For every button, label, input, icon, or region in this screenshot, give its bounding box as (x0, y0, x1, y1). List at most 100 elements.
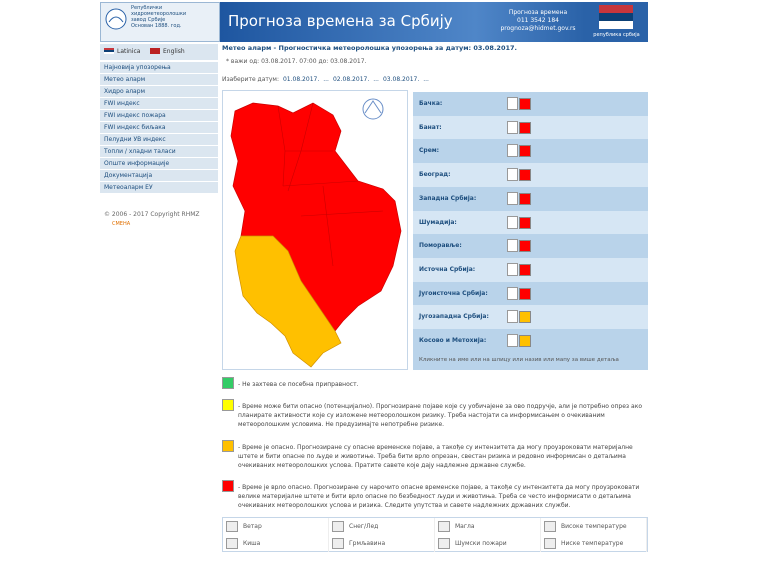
date-separator: ... (373, 76, 379, 83)
weather-icon (226, 521, 238, 532)
region-row[interactable]: Поморавље: (413, 234, 648, 259)
date-selector: Изаберите датум: 01.08.2017.... 02.08.2017… (222, 76, 433, 83)
icon-cell: Високе температуре (541, 518, 647, 535)
logo-box: Републички хидрометеоролошки завод Србије О… (100, 2, 220, 42)
thermometer-icon (507, 168, 518, 182)
region-name[interactable]: Југоисточна Србија: (419, 289, 488, 297)
page-title: Метео аларм - Прогностичка метеоролошка … (222, 44, 517, 52)
weather-icon (332, 538, 344, 549)
flag-caption: република србија (593, 32, 640, 38)
region-row[interactable]: Београд: (413, 163, 648, 188)
warning-color (519, 287, 531, 300)
icon-cell: Киша (223, 535, 329, 552)
region-row[interactable]: Југозападна Србија: (413, 305, 648, 330)
thermometer-icon (507, 239, 518, 253)
warning-color (519, 311, 531, 324)
menu-item[interactable]: Пелудни УВ индекс (100, 134, 218, 146)
region-name[interactable]: Западна Србија: (419, 194, 477, 202)
legend-swatch (222, 440, 234, 452)
region-row[interactable]: Шумадија: (413, 210, 648, 235)
language-link[interactable]: English (163, 48, 185, 55)
legend-swatch (222, 480, 234, 492)
warning-color (519, 192, 531, 205)
org-line: завод Србије (131, 17, 166, 23)
legend-text: - Време може бити опасно (потенцијално).… (238, 403, 643, 428)
site-title: Прогноза времена за Србију (228, 12, 453, 30)
menu-item[interactable]: Метеоаларм ЕУ (100, 182, 218, 194)
weather-icon (226, 538, 238, 549)
icon-label: Грмљавина (349, 540, 386, 547)
thermometer-icon (507, 286, 518, 300)
email[interactable]: prognoza@hidmet.gov.rs (500, 25, 576, 32)
map[interactable] (222, 90, 408, 370)
region-row[interactable]: Југоисточна Србија: (413, 281, 648, 306)
region-name[interactable]: Шумадија: (419, 218, 457, 226)
region-row[interactable]: Косово и Метохија: (413, 329, 648, 353)
menu-item[interactable]: FWI индекс пожара (100, 110, 218, 122)
copyright: © 2006 - 2017 Copyright RHMZ (104, 211, 200, 218)
date-separator: ... (323, 76, 329, 83)
flag-box: република србија (585, 2, 648, 42)
date-link[interactable]: 01.08.2017. (282, 76, 320, 83)
warning-color (519, 169, 531, 182)
region-row[interactable]: Источна Србија: (413, 257, 648, 282)
thermometer-icon (507, 334, 518, 347)
weather-icon (332, 521, 344, 532)
region-name[interactable]: Источна Србија: (419, 265, 476, 273)
language-link[interactable]: Latinica (117, 48, 141, 55)
thermometer-icon (507, 215, 518, 229)
thermometer-icon (507, 120, 518, 134)
warning-color (519, 263, 531, 276)
region-row[interactable]: Западна Србија: (413, 186, 648, 211)
logo (105, 8, 127, 30)
org-line: Основан 1888. год. (131, 23, 182, 29)
org-line: хидрометеоролошки (131, 11, 187, 17)
region-name[interactable]: Југозападна Србија: (419, 313, 489, 321)
map-orange-area (234, 235, 342, 368)
region-name[interactable]: Београд: (419, 171, 451, 179)
validity: * важи од: 03.08.2017. 07:00 до: 03.08.2… (226, 58, 367, 65)
region-name[interactable]: Бачка: (419, 100, 443, 107)
date-link[interactable]: 03.08.2017. (382, 76, 420, 83)
menu-item[interactable]: FWI индекс биљака (100, 122, 218, 134)
icon-cell: Грмљавина (329, 535, 435, 552)
phone-label: Прогноза времена (508, 9, 568, 16)
menu-item[interactable]: Метео аларм (100, 74, 218, 86)
menu-item[interactable]: FWI индекс (100, 98, 218, 110)
language-bar: Latinica English (100, 44, 218, 60)
region-name[interactable]: Поморавље: (419, 242, 462, 250)
legend-swatch (222, 399, 234, 411)
region-name[interactable]: Срем: (419, 147, 440, 155)
banner: Прогноза времена за Србију Прогноза врем… (220, 2, 585, 42)
menu-item[interactable]: Топли / хладни таласи (100, 146, 218, 158)
warning-color (519, 216, 531, 229)
menu-item[interactable]: Опште информације (100, 158, 218, 170)
region-row[interactable]: Срем: (413, 139, 648, 164)
menu-item[interactable]: Документација (100, 170, 218, 182)
icon-cell: Ветар (223, 518, 329, 535)
icon-label: Киша (243, 540, 261, 547)
region-name[interactable]: Банат: (419, 123, 442, 131)
org-name: Републички хидрометеоролошки завод Србије О… (131, 5, 186, 29)
thermometer-icon (507, 97, 518, 110)
region-name[interactable]: Косово и Метохија: (419, 337, 487, 344)
icon-cell: Ниске температуре (541, 535, 647, 552)
region-row[interactable]: Бачка: (413, 92, 648, 116)
icon-cell: Шумски пожари (435, 535, 541, 552)
menu-item[interactable]: Најновија упозорења (100, 62, 218, 74)
weather-icon (438, 521, 450, 532)
menu-item[interactable]: Хидро аларм (100, 86, 218, 98)
warning-color (519, 98, 531, 110)
icon-legend: Ветар Снег/Лед Магла Високе температуре Киша… (222, 517, 648, 552)
region-row[interactable]: Банат: (413, 115, 648, 140)
thermometer-icon (507, 191, 518, 205)
sub-copyright: СМЕНА (112, 221, 131, 227)
date-link[interactable]: 02.08.2017. (332, 76, 370, 83)
date-label: Изаберите датум: (222, 76, 279, 83)
flag-icon (150, 48, 160, 54)
map-logo (364, 100, 382, 114)
icon-label: Магла (455, 523, 475, 530)
date-separator: ... (423, 76, 429, 83)
thermometer-icon (507, 262, 518, 276)
